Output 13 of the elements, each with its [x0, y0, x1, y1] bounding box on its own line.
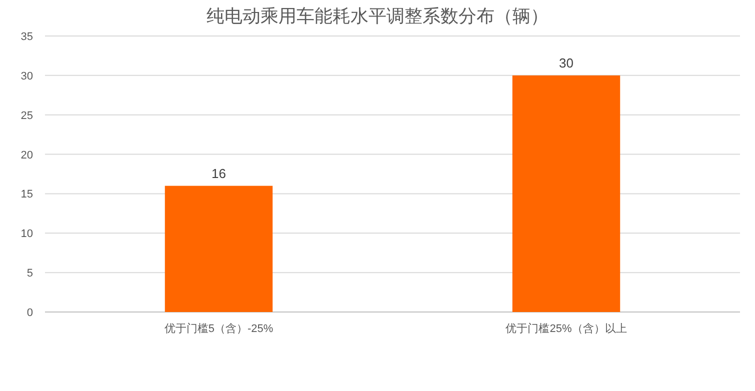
y-tick-label: 25 [20, 110, 33, 122]
y-tick-label: 30 [20, 70, 33, 82]
y-tick-label: 35 [20, 31, 33, 43]
data-label: 16 [212, 166, 226, 181]
x-tick-label: 优于门槛5（含）-25% [164, 322, 274, 335]
y-tick-label: 5 [26, 268, 33, 280]
y-tick-label: 10 [20, 228, 33, 240]
x-tick-label: 优于门槛25%（含）以上 [506, 322, 627, 335]
y-tick-label: 0 [26, 307, 33, 319]
y-tick-label: 15 [20, 188, 33, 201]
y-tick-label: 20 [20, 149, 33, 162]
data-label: 30 [559, 55, 574, 70]
chart-title: 纯电动乘用车能耗水平调整系数分布（辆） [206, 6, 548, 26]
